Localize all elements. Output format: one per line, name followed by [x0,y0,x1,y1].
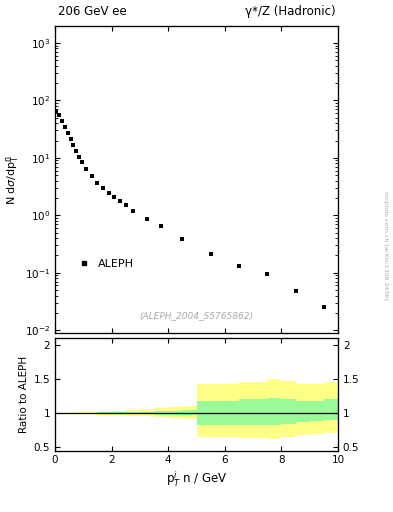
Bar [310,401,324,421]
Bar [211,401,239,424]
Y-axis label: Ratio to ALEPH: Ratio to ALEPH [19,356,29,433]
Bar [126,410,140,416]
Bar [97,412,112,414]
Bar [83,413,97,414]
Text: (ALEPH_2004_S5765862): (ALEPH_2004_S5765862) [140,311,253,321]
Bar [239,382,267,438]
Bar [310,385,324,434]
Bar [182,410,196,415]
Bar [296,401,310,422]
Bar [267,398,281,425]
Bar [168,408,182,418]
Bar [126,412,140,414]
Bar [196,401,211,424]
Bar [324,399,338,420]
Bar [324,382,338,434]
Bar [140,409,154,416]
Text: γ*/Z (Hadronic): γ*/Z (Hadronic) [244,5,335,18]
Bar [69,412,83,414]
Text: 206 GeV ee: 206 GeV ee [58,5,127,18]
Bar [112,412,126,414]
Bar [97,411,112,415]
Legend: ALEPH: ALEPH [75,255,138,272]
Bar [267,379,281,439]
Bar [168,411,182,415]
Bar [140,412,154,414]
Bar [281,399,296,424]
Text: mcplots.cern.ch [arXiv:1306.3436]: mcplots.cern.ch [arXiv:1306.3436] [383,191,388,300]
Bar [182,407,196,419]
Bar [154,409,168,417]
Bar [211,385,239,437]
Bar [281,381,296,437]
Bar [239,399,267,425]
Bar [154,411,168,415]
Bar [112,411,126,415]
Y-axis label: N d$\sigma$/dp$_{\rm T}^{\rm n}$: N d$\sigma$/dp$_{\rm T}^{\rm n}$ [4,154,20,204]
Bar [196,385,211,437]
Bar [83,412,97,414]
X-axis label: p$_T^i$ n / GeV: p$_T^i$ n / GeV [165,470,228,489]
Bar [296,383,310,435]
